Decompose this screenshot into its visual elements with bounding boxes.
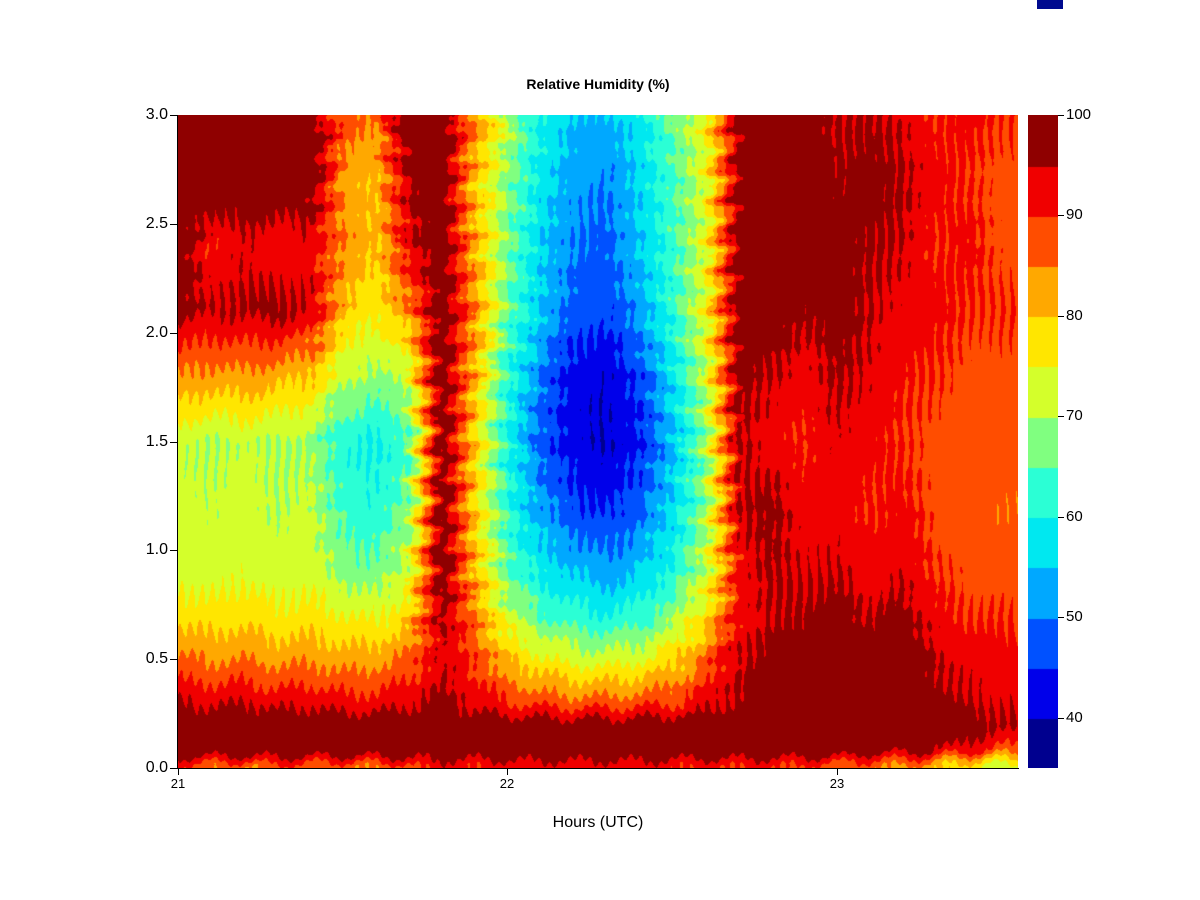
x-tick-label: 21 xyxy=(170,776,186,791)
y-tick-label: 3.0 xyxy=(145,106,168,123)
colorbar-tick-label: 70 xyxy=(1066,407,1083,424)
chart-title: Relative Humidity (%) xyxy=(526,76,670,92)
x-tick-mark xyxy=(178,769,179,775)
colorbar-tick-label: 60 xyxy=(1066,508,1083,525)
y-tick-mark xyxy=(170,442,177,443)
screen-artifact xyxy=(1037,0,1063,9)
y-tick-label: 0.0 xyxy=(145,759,168,776)
x-tick-label: 22 xyxy=(499,776,515,791)
x-axis-line xyxy=(177,768,1019,769)
colorbar-tick-label: 80 xyxy=(1066,307,1083,324)
y-axis-line xyxy=(177,115,178,769)
y-tick-mark xyxy=(170,224,177,225)
colorbar-tick-label: 40 xyxy=(1066,709,1083,726)
y-tick-label: 2.5 xyxy=(145,215,168,232)
colorbar-tick-mark xyxy=(1058,115,1064,116)
y-tick-label: 0.5 xyxy=(145,650,168,667)
x-tick-label: 23 xyxy=(829,776,845,791)
colorbar-tick-mark xyxy=(1058,416,1064,417)
y-tick-mark xyxy=(170,768,177,769)
y-tick-mark xyxy=(170,333,177,334)
humidity-heatmap-plot xyxy=(178,115,1018,768)
y-tick-label: 1.5 xyxy=(145,433,168,450)
colorbar-tick-label: 90 xyxy=(1066,206,1083,223)
colorbar-tick-mark xyxy=(1058,517,1064,518)
colorbar-tick-label: 50 xyxy=(1066,608,1083,625)
y-tick-mark xyxy=(170,659,177,660)
y-tick-mark xyxy=(170,115,177,116)
colorbar-tick-mark xyxy=(1058,215,1064,216)
colorbar xyxy=(1028,115,1058,768)
x-axis-label: Hours (UTC) xyxy=(552,814,644,831)
y-tick-label: 1.0 xyxy=(145,541,168,558)
x-tick-mark xyxy=(837,769,838,775)
x-tick-mark xyxy=(507,769,508,775)
colorbar-tick-mark xyxy=(1058,718,1064,719)
colorbar-tick-mark xyxy=(1058,617,1064,618)
colorbar-tick-label: 100 xyxy=(1066,106,1092,123)
y-tick-label: 2.0 xyxy=(145,324,168,341)
colorbar-tick-mark xyxy=(1058,316,1064,317)
y-tick-mark xyxy=(170,550,177,551)
